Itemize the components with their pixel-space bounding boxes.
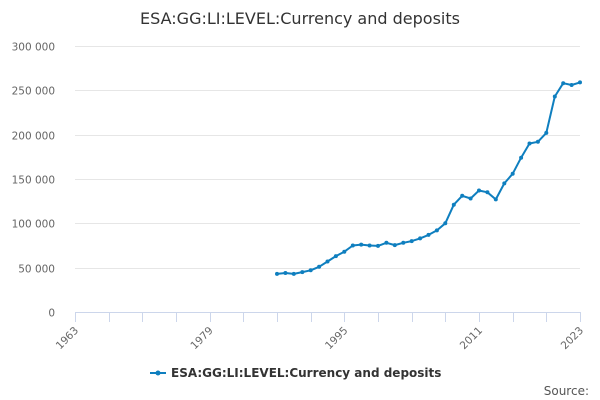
data-point[interactable] bbox=[426, 232, 431, 237]
data-point[interactable] bbox=[535, 139, 540, 144]
data-point[interactable] bbox=[502, 181, 507, 186]
data-point[interactable] bbox=[283, 271, 288, 275]
y-tick-label: 250 000 bbox=[12, 86, 55, 98]
data-point[interactable] bbox=[434, 228, 439, 233]
y-tick-label: 0 bbox=[48, 308, 55, 320]
x-tick-label: 2023 bbox=[559, 325, 586, 352]
data-point[interactable] bbox=[367, 243, 372, 248]
credits[interactable]: Source: bbox=[544, 384, 589, 398]
data-point[interactable] bbox=[376, 243, 380, 248]
data-point[interactable] bbox=[569, 83, 574, 87]
data-point[interactable] bbox=[519, 155, 524, 160]
series-line[interactable] bbox=[276, 81, 581, 275]
data-point[interactable] bbox=[291, 271, 296, 276]
data-point[interactable] bbox=[350, 243, 355, 248]
x-axis: 1963 1979 1995 2011 2023 bbox=[54, 312, 586, 352]
data-point[interactable] bbox=[561, 81, 566, 86]
x-tick-label: 1979 bbox=[188, 325, 215, 352]
data-point[interactable] bbox=[409, 239, 414, 244]
legend-dot-marker bbox=[155, 370, 161, 376]
data-point[interactable] bbox=[401, 240, 406, 245]
y-tick-label: 200 000 bbox=[12, 131, 55, 143]
data-point[interactable] bbox=[308, 268, 313, 273]
x-tick-label: 1963 bbox=[54, 325, 81, 352]
data-point[interactable] bbox=[333, 254, 338, 259]
data-point[interactable] bbox=[317, 264, 322, 269]
y-axis: 0 50 000 100 000 150 000 200 000 250 000 300 0… bbox=[12, 42, 55, 320]
data-point[interactable] bbox=[443, 221, 448, 226]
legend-label: ESA:GG:LI:LEVEL:Currency and deposits bbox=[171, 366, 441, 380]
y-tick-label: 150 000 bbox=[12, 175, 55, 187]
data-point[interactable] bbox=[342, 249, 347, 254]
legend[interactable]: ESA:GG:LI:LEVEL:Currency and deposits bbox=[150, 366, 441, 380]
data-point[interactable] bbox=[300, 270, 305, 275]
y-tick-label: 300 000 bbox=[12, 42, 55, 54]
x-tick-label: 2011 bbox=[458, 325, 485, 352]
data-point[interactable] bbox=[460, 193, 465, 198]
data-point[interactable] bbox=[477, 188, 481, 193]
data-point[interactable] bbox=[510, 171, 515, 176]
data-point[interactable] bbox=[493, 197, 498, 202]
data-point[interactable] bbox=[451, 202, 456, 207]
plot-area bbox=[275, 80, 582, 276]
data-point[interactable] bbox=[552, 94, 557, 99]
y-tick-label: 50 000 bbox=[18, 264, 55, 276]
data-point[interactable] bbox=[485, 190, 490, 195]
data-point[interactable] bbox=[544, 130, 549, 135]
data-point[interactable] bbox=[392, 243, 397, 248]
data-point[interactable] bbox=[325, 259, 330, 264]
data-point[interactable] bbox=[527, 141, 532, 146]
data-point[interactable] bbox=[468, 196, 473, 201]
x-tick-label: 1995 bbox=[323, 325, 350, 352]
data-point[interactable] bbox=[275, 271, 279, 276]
data-point[interactable] bbox=[384, 240, 389, 245]
data-point[interactable] bbox=[418, 236, 423, 241]
y-tick-label: 100 000 bbox=[12, 219, 55, 231]
chart-title: ESA:GG:LI:LEVEL:Currency and deposits bbox=[140, 9, 460, 28]
gridlines bbox=[75, 46, 580, 269]
data-point[interactable] bbox=[359, 242, 364, 247]
data-point[interactable] bbox=[578, 80, 582, 85]
